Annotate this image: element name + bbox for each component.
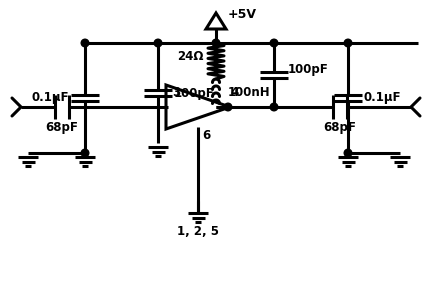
Circle shape: [224, 103, 232, 111]
Circle shape: [270, 103, 278, 111]
Text: 4: 4: [230, 86, 238, 99]
Circle shape: [81, 39, 89, 47]
Text: 68pF: 68pF: [45, 121, 79, 134]
Text: +5V: +5V: [228, 8, 257, 21]
Circle shape: [154, 39, 162, 47]
Circle shape: [81, 149, 89, 157]
Text: 100pF: 100pF: [288, 64, 329, 76]
Text: 100pF: 100pF: [174, 86, 215, 100]
Circle shape: [344, 39, 352, 47]
Text: 0.1μF: 0.1μF: [364, 92, 401, 104]
Text: 1, 2, 5: 1, 2, 5: [177, 225, 219, 238]
Text: 24Ω: 24Ω: [178, 51, 204, 64]
Circle shape: [212, 39, 220, 47]
Text: 6: 6: [202, 129, 210, 142]
Text: 0.1μF: 0.1μF: [32, 92, 69, 104]
Circle shape: [270, 39, 278, 47]
Text: 100nH: 100nH: [228, 86, 270, 100]
Circle shape: [344, 149, 352, 157]
Text: 68pF: 68pF: [324, 121, 356, 134]
Text: 3: 3: [172, 86, 180, 99]
